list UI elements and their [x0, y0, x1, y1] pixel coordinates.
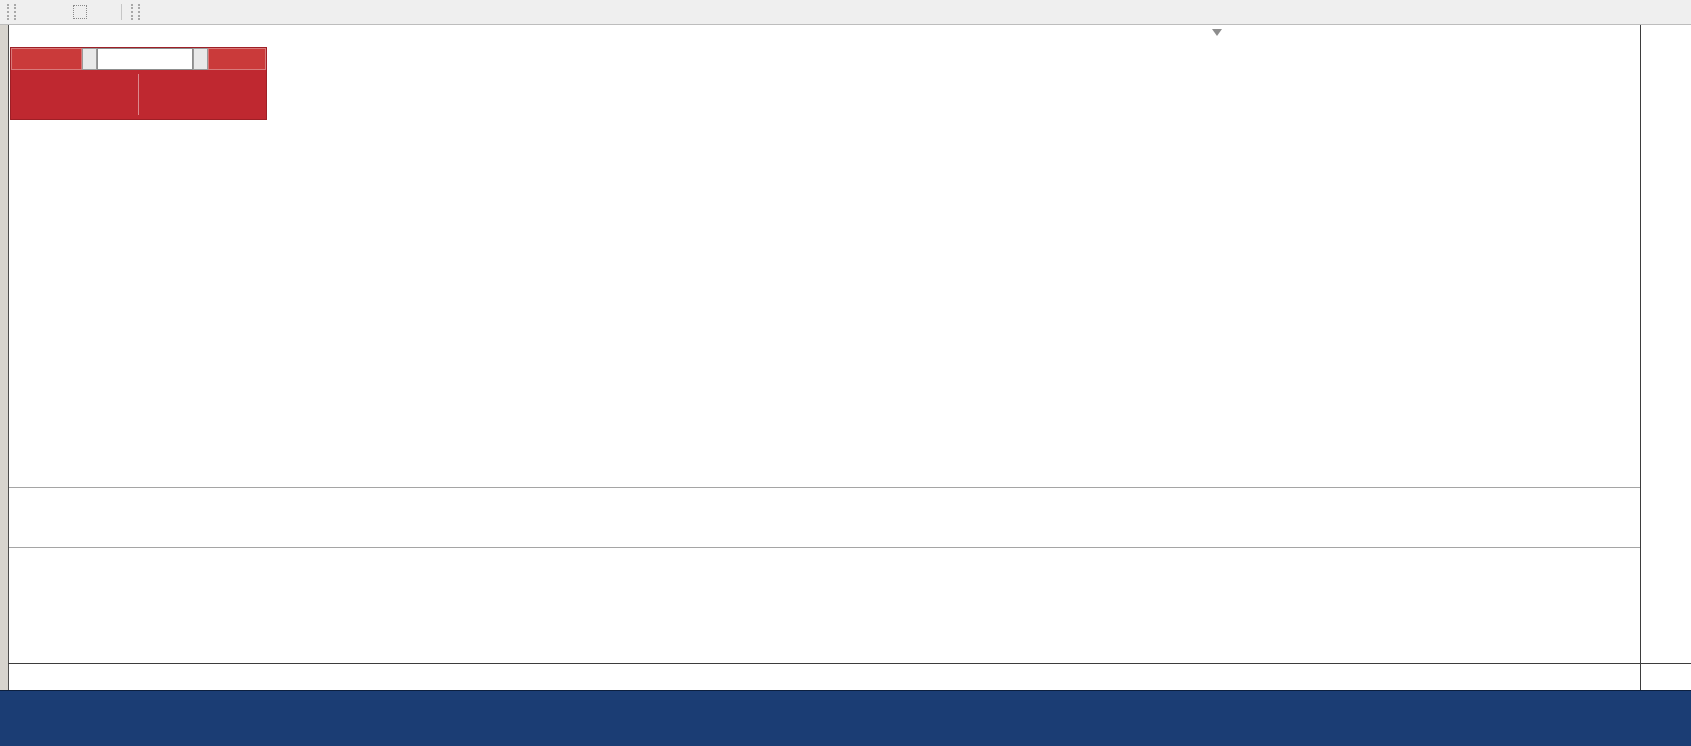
- rsi-panel-separator[interactable]: [9, 547, 1640, 548]
- buy-price[interactable]: [139, 70, 266, 119]
- toolbar-grip[interactable]: [7, 4, 16, 20]
- volume-down-button[interactable]: [82, 48, 97, 70]
- sell-button[interactable]: [11, 48, 83, 70]
- chart-shift-marker[interactable]: [1212, 29, 1222, 36]
- sell-price[interactable]: [11, 70, 138, 119]
- toolbar-separator: [121, 4, 122, 20]
- toolbar: [0, 0, 1691, 25]
- window-left-edge: [0, 25, 9, 690]
- macd-panel-separator[interactable]: [9, 487, 1640, 488]
- tool-button-arrow-objects[interactable]: [92, 2, 116, 22]
- time-axis-line: [8, 663, 1691, 664]
- price-divider: [138, 74, 139, 115]
- tool-button-grid[interactable]: [20, 2, 44, 22]
- price-chart-canvas[interactable]: [9, 28, 1640, 663]
- one-click-trading-panel: [10, 47, 267, 120]
- text-label-icon: [73, 5, 87, 19]
- toolbar-grip[interactable]: [131, 4, 140, 20]
- volume-up-button[interactable]: [192, 48, 208, 70]
- rsi-label: [14, 550, 20, 562]
- tool-button-text[interactable]: [44, 2, 68, 22]
- bottom-bar: [0, 690, 1691, 746]
- tool-button-text-label[interactable]: [68, 2, 92, 22]
- buy-button[interactable]: [207, 48, 266, 70]
- macd-label: [14, 490, 20, 502]
- volume-input[interactable]: [96, 48, 193, 70]
- chart-ohlc-header: [14, 31, 56, 45]
- price-axis-divider: [1640, 25, 1641, 690]
